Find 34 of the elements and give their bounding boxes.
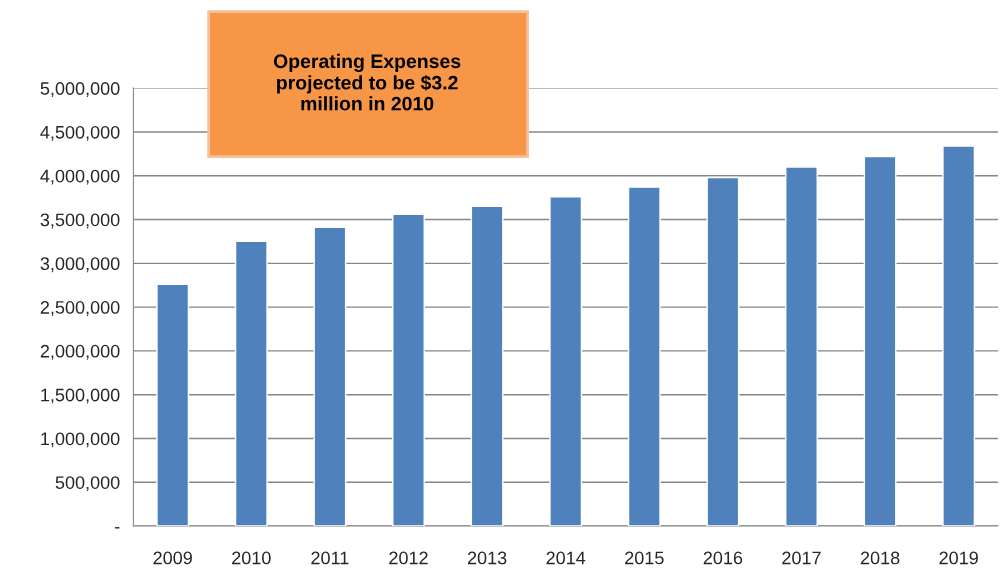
bar — [392, 213, 425, 527]
y-tick-label: - — [114, 527, 120, 529]
x-tick-label: 2009 — [153, 551, 192, 565]
bar — [785, 166, 818, 527]
bar — [313, 226, 347, 527]
bar — [234, 240, 268, 527]
y-tick-label: 1,500,000 — [41, 388, 120, 404]
x-tick-label: 2011 — [311, 551, 349, 565]
x-tick-label: 2018 — [860, 551, 900, 565]
x-tick-label: 2016 — [703, 551, 743, 565]
bar — [470, 205, 504, 527]
y-tick-label: 2,000,000 — [40, 344, 120, 360]
x-tick-label: 2015 — [625, 551, 664, 565]
x-tick-label: 2014 — [546, 551, 586, 565]
y-tick-label: 3,500,000 — [40, 213, 120, 229]
bar — [706, 176, 740, 527]
y-tick-label: 5,000,000 — [40, 82, 120, 98]
y-tick-label: 500,000 — [55, 476, 120, 492]
x-tick-label: 2013 — [467, 551, 507, 565]
bar — [942, 145, 976, 527]
bar — [627, 186, 661, 527]
bar — [863, 155, 897, 527]
bar — [549, 196, 583, 527]
y-tick-label: 4,500,000 — [40, 125, 120, 141]
y-tick-label: 2,500,000 — [40, 301, 120, 316]
x-tick-label: 2010 — [232, 551, 271, 565]
y-tick-label: 1,000,000 — [41, 432, 120, 448]
annotation: Operating Expenses projected to be $3.2 million in 2010 — [273, 53, 461, 111]
x-tick-label: 2019 — [939, 551, 978, 565]
y-tick-label: 3,000,000 — [40, 257, 120, 273]
x-tick-label: 2012 — [389, 551, 428, 565]
y-tick-label: 4,000,000 — [40, 169, 120, 185]
bar — [156, 283, 190, 527]
x-tick-label: 2017 — [782, 551, 821, 565]
